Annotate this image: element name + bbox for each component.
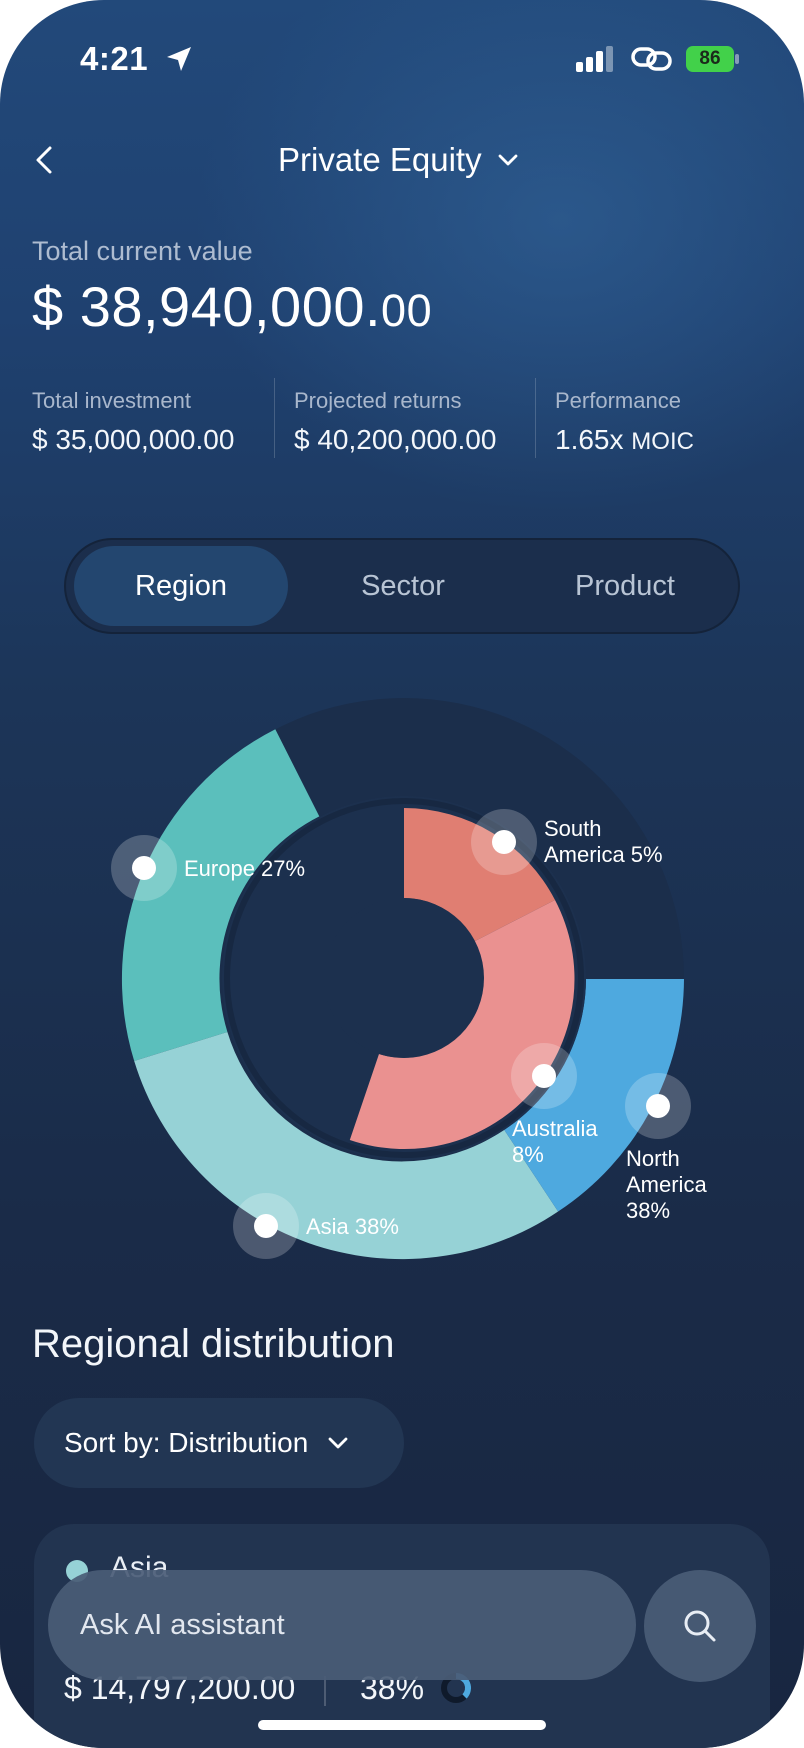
battery-cap [735, 54, 739, 64]
chevron-down-icon [498, 154, 517, 166]
ai-assistant-placeholder: Ask AI assistant [80, 1608, 285, 1641]
region-distribution-chart: Europe 27% Asia 38% North America 38% So… [111, 698, 707, 1260]
link-icon [631, 47, 672, 71]
location-arrow-icon [167, 47, 191, 71]
stat-label-performance: Performance [555, 388, 681, 413]
label-asia: Asia 38% [306, 1214, 399, 1239]
segment-europe [121, 729, 320, 1061]
section-title: Regional distribution [32, 1322, 395, 1366]
tab-region[interactable]: Region [135, 569, 227, 602]
stat-value-performance: 1.65x MOIC [555, 424, 694, 456]
segment-north-america [504, 979, 684, 1212]
sort-dropdown[interactable]: Sort by: Distribution [34, 1398, 404, 1488]
marker-asia [233, 1193, 299, 1259]
marker-north-america [625, 1073, 691, 1139]
page-title: Private Equity [278, 141, 482, 178]
label-south-america-line1: South [544, 816, 602, 841]
home-indicator [258, 1720, 546, 1730]
performance-value: 1.65x [555, 424, 624, 455]
total-value-main: $ 38,940,000. [32, 275, 382, 338]
sort-label: Sort by: Distribution [64, 1427, 309, 1458]
chevron-down-icon [328, 1437, 348, 1449]
stat-value-returns: $ 40,200,000.00 [294, 424, 497, 455]
chart-center-hole [324, 898, 484, 1058]
label-north-america-line1: North [626, 1146, 680, 1171]
label-north-america-line3: 38% [626, 1198, 670, 1223]
segment-south-america [404, 808, 555, 942]
tab-product[interactable]: Product [575, 569, 675, 602]
performance-unit: MOIC [631, 428, 694, 455]
status-time: 4:21 [80, 40, 149, 77]
portfolio-selector[interactable]: Private Equity [278, 141, 520, 179]
label-north-america-line2: America [626, 1172, 707, 1197]
marker-south-america [471, 809, 537, 875]
marker-europe [111, 835, 177, 901]
segment-australia [349, 900, 575, 1150]
marker-australia [511, 1043, 577, 1109]
active-tab-indicator [74, 546, 288, 626]
region-card-divider [324, 1676, 326, 1706]
segment-asia [134, 1032, 559, 1260]
stat-label-investment: Total investment [32, 388, 191, 413]
total-value-label: Total current value [32, 236, 253, 266]
ai-assistant-input[interactable]: Ask AI assistant [48, 1570, 636, 1680]
search-button[interactable] [644, 1570, 756, 1682]
stat-divider [274, 378, 275, 458]
total-value-amount: $ 38,940,000.00 [32, 274, 432, 339]
search-icon [684, 1610, 716, 1642]
chart-inner-rim [224, 798, 584, 1158]
stat-divider [535, 378, 536, 458]
label-australia-line1: Australia [512, 1116, 598, 1141]
label-europe: Europe 27% [184, 856, 305, 881]
stat-label-returns: Projected returns [294, 388, 462, 413]
total-value-cents: 00 [381, 285, 433, 336]
tab-sector[interactable]: Sector [361, 569, 445, 602]
label-south-america-line2: America 5% [544, 842, 663, 867]
cellular-signal-icon [576, 46, 613, 72]
battery-indicator: 86 [686, 46, 734, 72]
stat-value-investment: $ 35,000,000.00 [32, 424, 235, 455]
label-australia-line2: 8% [512, 1142, 544, 1167]
back-button[interactable] [26, 142, 62, 178]
